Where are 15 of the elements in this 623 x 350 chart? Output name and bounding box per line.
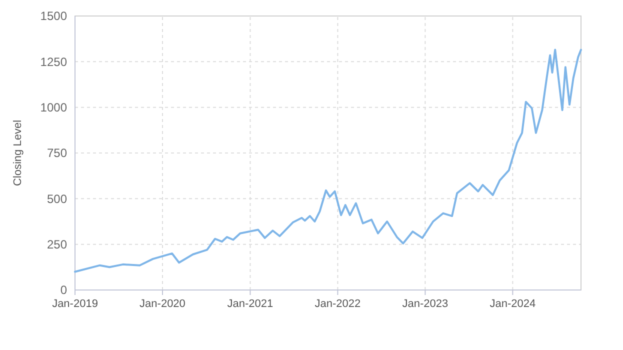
y-tick-label: 1500	[40, 9, 68, 24]
line-series	[74, 48, 582, 273]
x-tick-label: Jan-2023	[402, 298, 448, 310]
y-tick-label: 750	[46, 146, 68, 160]
x-tick-label: Jan-2022	[314, 298, 361, 310]
y-axis-title: Closing Level	[12, 120, 24, 186]
x-tick-label: Jan-2019	[52, 298, 98, 310]
y-tick-label: 1250	[40, 54, 68, 69]
x-tick-label: Jan-2021	[227, 298, 274, 310]
y-tick-label: 250	[46, 238, 68, 252]
y-tick-label: 0	[60, 283, 68, 298]
x-tick-label: Jan-2024	[490, 298, 536, 310]
x-tick-label: Jan-2020	[140, 298, 186, 310]
y-tick-label: 500	[46, 192, 68, 206]
y-tick-label: 1000	[40, 100, 68, 115]
